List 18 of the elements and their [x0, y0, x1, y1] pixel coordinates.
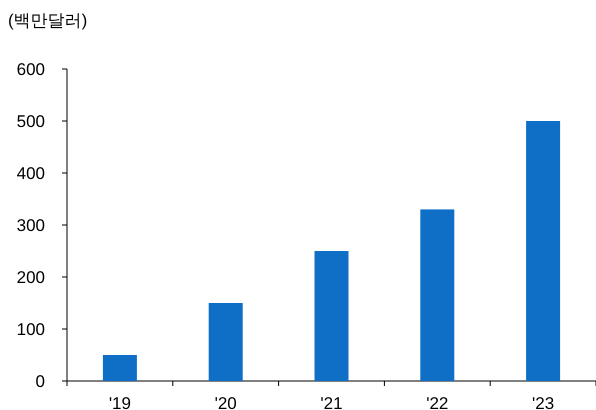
bar: [314, 251, 348, 381]
y-axis-title: (백만달러): [8, 11, 88, 30]
y-tick-label: 600: [16, 60, 45, 79]
y-tick-label: 200: [16, 268, 45, 287]
bar: [526, 121, 560, 381]
y-tick-label: 100: [16, 320, 45, 339]
y-tick-label: 500: [16, 112, 45, 131]
x-tick-label: '21: [320, 394, 343, 410]
y-tick-label: 0: [36, 372, 45, 391]
bar: [208, 303, 243, 381]
y-tick-label: 400: [16, 164, 45, 183]
bar: [102, 355, 137, 381]
x-tick-label: '23: [532, 394, 554, 410]
x-tick-label: '22: [426, 394, 448, 410]
bar: [420, 209, 454, 381]
x-tick-label: '19: [108, 394, 131, 410]
y-tick-label: 300: [16, 216, 45, 235]
x-tick-label: '20: [214, 394, 237, 410]
